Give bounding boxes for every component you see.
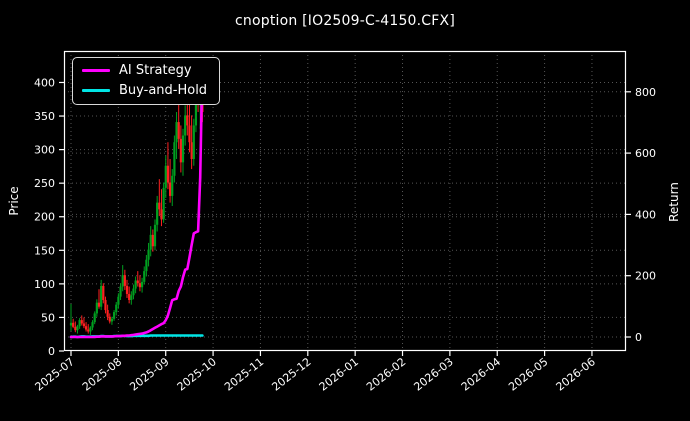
return-tick-label: 600 <box>635 147 656 160</box>
candle <box>93 313 96 323</box>
price-axis-label: Price <box>7 186 21 216</box>
candle <box>104 299 107 311</box>
candle <box>119 286 122 297</box>
ai-strategy-line-swatch <box>82 69 110 72</box>
legend: AI Strategy Buy-and-Hold <box>72 57 221 105</box>
plot-border <box>63 50 627 352</box>
candle <box>188 125 191 143</box>
candle <box>112 312 116 319</box>
candle <box>136 280 139 284</box>
candle <box>115 304 118 313</box>
candle <box>168 182 172 196</box>
return-tick-label: 200 <box>635 270 656 283</box>
chart-title: cnoption [IO2509-C-4150.CFX] <box>235 13 455 29</box>
candle <box>100 285 103 307</box>
candle <box>74 326 77 331</box>
candle <box>108 316 111 322</box>
candle <box>171 175 174 196</box>
candle <box>156 202 159 225</box>
candle <box>121 275 124 287</box>
candle <box>145 259 148 272</box>
candle <box>181 135 185 163</box>
candle <box>125 285 129 294</box>
candle <box>84 326 88 330</box>
return-axis-label: Return <box>667 182 681 222</box>
legend-label: AI Strategy <box>119 63 192 78</box>
return-tick-label: 0 <box>635 331 642 344</box>
candle <box>192 125 195 160</box>
candle <box>162 187 165 220</box>
candle <box>151 234 154 247</box>
candle <box>184 115 187 136</box>
candle <box>132 288 135 296</box>
legend-label: Buy-and-Hold <box>119 83 208 98</box>
candle <box>97 302 101 307</box>
candle <box>82 323 86 327</box>
candle <box>138 283 142 288</box>
axis-ticks <box>59 81 631 356</box>
candle <box>89 327 92 332</box>
candle <box>130 295 133 300</box>
candle <box>91 322 94 328</box>
legend-item-ai-strategy: AI Strategy <box>82 64 207 77</box>
buy-and-hold-line-swatch <box>82 89 110 92</box>
candle <box>69 322 73 326</box>
price-tick-label: 400 <box>34 76 55 89</box>
candle <box>134 280 137 289</box>
price-tick-label: 100 <box>34 278 55 291</box>
candle <box>78 320 81 327</box>
return-tick-label: 400 <box>635 208 656 221</box>
candle <box>76 326 79 331</box>
candle <box>140 281 144 288</box>
candle <box>186 115 189 126</box>
candle <box>143 271 146 282</box>
price-tick-label: 250 <box>34 177 55 190</box>
candle <box>190 142 193 160</box>
candle <box>147 249 150 260</box>
candles-group <box>69 61 204 335</box>
candle <box>123 275 126 286</box>
candle <box>175 122 178 143</box>
candle <box>117 296 120 305</box>
price-tick-label: 200 <box>34 211 55 224</box>
candle <box>194 91 198 126</box>
candle <box>160 209 163 220</box>
candle <box>87 329 90 332</box>
candle <box>102 285 105 300</box>
legend-item-buy-and-hold: Buy-and-Hold <box>82 84 207 97</box>
ai-strategy-line <box>69 59 204 339</box>
candle <box>106 310 109 317</box>
candle <box>149 234 152 250</box>
price-tick-label: 300 <box>34 144 55 157</box>
price-tick-label: 350 <box>34 110 55 123</box>
candle <box>110 318 114 322</box>
candle <box>80 320 83 324</box>
return-tick-label: 800 <box>635 86 656 99</box>
candle <box>173 142 176 176</box>
candle <box>166 165 170 183</box>
candle <box>95 302 98 314</box>
candle <box>177 122 180 139</box>
candle <box>72 322 75 327</box>
gridlines <box>64 51 626 351</box>
candle <box>158 202 161 210</box>
candle <box>128 293 131 300</box>
price-tick-label: 0 <box>48 345 55 358</box>
price-tick-label: 150 <box>34 244 55 257</box>
candle <box>179 138 182 163</box>
price-tick-label: 50 <box>41 311 55 324</box>
candle <box>164 165 167 188</box>
candle <box>153 224 157 247</box>
